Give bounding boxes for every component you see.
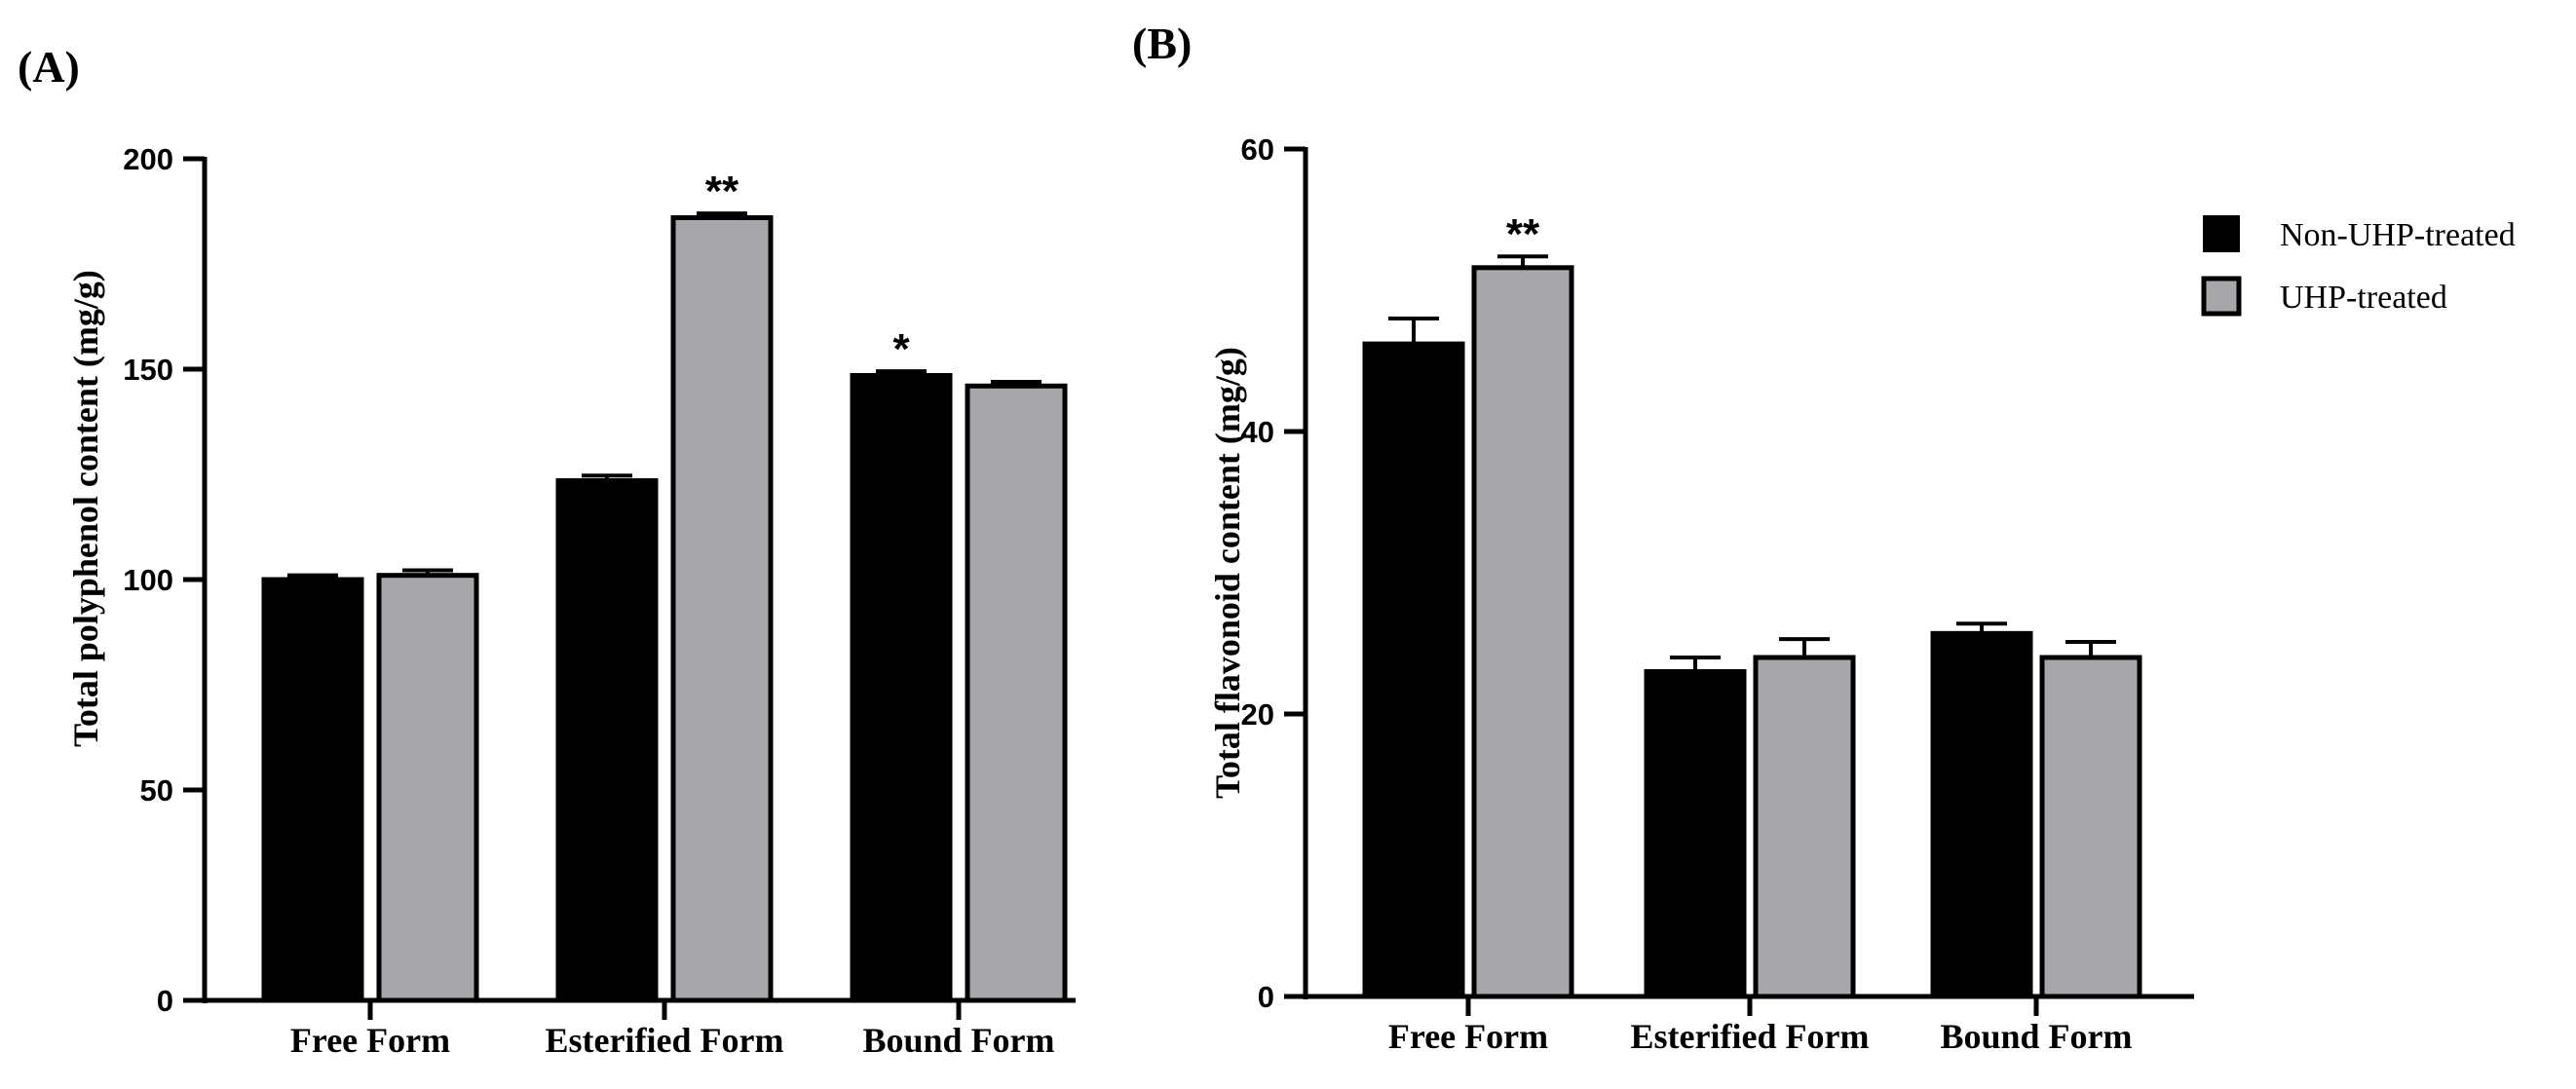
panel-b: (B) Total flavonoid content (mg/g) 0 20 40… bbox=[1132, 19, 2194, 1056]
panel-a-bar-uhp bbox=[376, 573, 479, 1003]
panel-a-bar-uhp bbox=[965, 383, 1068, 1003]
panel-a-y-tick-label: 0 bbox=[157, 984, 173, 1018]
legend-label-non-uhp: Non-UHP-treated bbox=[2280, 217, 2516, 253]
panel-a-label: (A) bbox=[18, 42, 80, 92]
panel-a-significance-mark: ** bbox=[705, 168, 739, 215]
panel-b-y-tick-label: 60 bbox=[1241, 132, 1274, 167]
panel-a-significance-mark: * bbox=[892, 325, 910, 373]
panel-b-category-label: Esterified Form bbox=[1631, 1017, 1870, 1056]
legend-label-uhp: UHP-treated bbox=[2280, 280, 2447, 316]
panel-a-category-label: Free Form bbox=[290, 1021, 450, 1060]
panel-a-y-tick-label: 50 bbox=[140, 773, 173, 807]
panel-b-y-axis-label: Total flavonoid content (mg/g) bbox=[1208, 347, 1247, 799]
panel-b-bar-uhp bbox=[1753, 655, 1856, 999]
panel-a-y-tick-label: 150 bbox=[123, 353, 173, 387]
panel-a-bar-non-uhp bbox=[555, 477, 659, 1003]
panel-a-y-tick-label: 200 bbox=[123, 142, 173, 176]
panel-b-y-tick-label: 40 bbox=[1241, 415, 1274, 449]
panel-a-category-label: Bound Form bbox=[862, 1021, 1054, 1060]
panel-b-bar-uhp bbox=[1471, 265, 1574, 999]
panel-b-bar-non-uhp bbox=[1644, 669, 1747, 999]
panel-b-bar-non-uhp bbox=[1362, 341, 1465, 999]
panel-a-y-axis-label: Total polyphenol content (mg/g) bbox=[66, 270, 105, 747]
panel-a-bar-non-uhp bbox=[850, 372, 953, 1003]
panel-b-category-label: Free Form bbox=[1388, 1017, 1548, 1056]
panel-b-y-tick-label: 0 bbox=[1258, 980, 1274, 1014]
panel-b-category-label: Bound Form bbox=[1940, 1017, 2132, 1056]
panel-b-label: (B) bbox=[1132, 19, 1192, 68]
legend-swatch-uhp bbox=[2201, 276, 2242, 317]
legend-swatch-non-uhp bbox=[2203, 215, 2240, 252]
panel-a-y-tick-label: 100 bbox=[123, 563, 173, 597]
legend: Non-UHP-treated UHP-treated bbox=[2201, 215, 2516, 317]
panel-a-category-label: Esterified Form bbox=[546, 1021, 784, 1060]
panel-a-plot: 0 50 100 150 200 Free Form Esterified Form Boun… bbox=[123, 142, 1076, 1060]
panel-b-bar-non-uhp bbox=[1930, 630, 2033, 999]
panel-b-plot: 0 20 40 60 Free Form Esterified Form Bound For… bbox=[1241, 132, 2194, 1056]
panel-b-y-tick-label: 20 bbox=[1241, 697, 1274, 732]
panel-b-bar-uhp bbox=[2039, 655, 2142, 999]
panel-b-significance-mark: ** bbox=[1506, 210, 1540, 258]
panel-a-bar-non-uhp bbox=[261, 577, 364, 1003]
panel-a-bar-uhp bbox=[670, 214, 774, 1003]
panel-a: (A) Total polyphenol content (mg/g) 0 50 1… bbox=[18, 42, 1076, 1060]
